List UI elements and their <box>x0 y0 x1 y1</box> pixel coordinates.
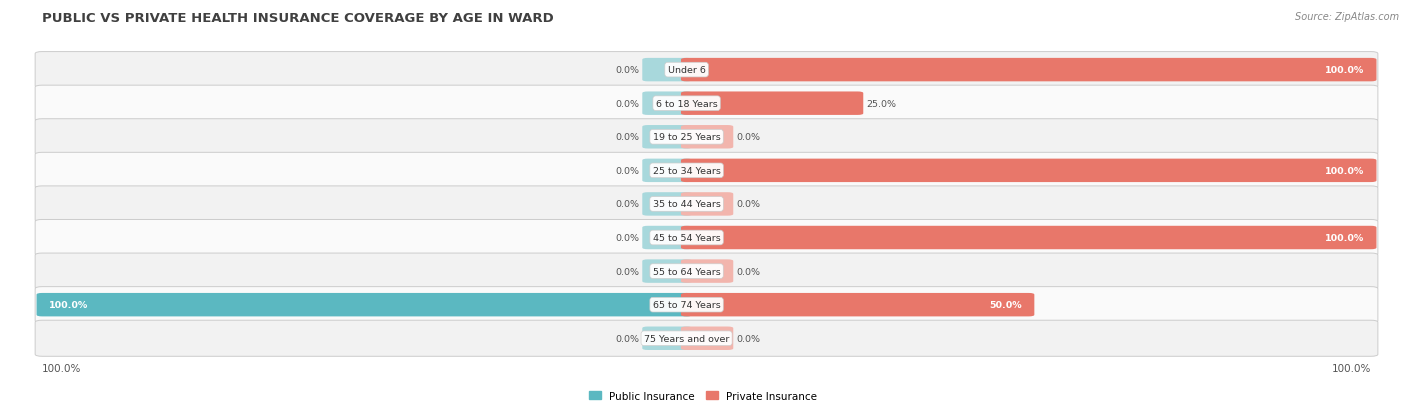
FancyBboxPatch shape <box>37 293 692 317</box>
FancyBboxPatch shape <box>35 86 1378 122</box>
Text: 0.0%: 0.0% <box>616 100 640 109</box>
FancyBboxPatch shape <box>35 52 1378 88</box>
FancyBboxPatch shape <box>35 220 1378 256</box>
FancyBboxPatch shape <box>643 226 692 249</box>
Text: PUBLIC VS PRIVATE HEALTH INSURANCE COVERAGE BY AGE IN WARD: PUBLIC VS PRIVATE HEALTH INSURANCE COVER… <box>42 12 554 25</box>
FancyBboxPatch shape <box>643 193 692 216</box>
Text: 0.0%: 0.0% <box>616 233 640 242</box>
Text: 0.0%: 0.0% <box>616 200 640 209</box>
FancyBboxPatch shape <box>681 226 1376 249</box>
FancyBboxPatch shape <box>35 186 1378 223</box>
Text: 100.0%: 100.0% <box>1324 166 1364 176</box>
FancyBboxPatch shape <box>35 320 1378 356</box>
Text: 25.0%: 25.0% <box>866 100 896 109</box>
Text: 0.0%: 0.0% <box>737 334 761 343</box>
Text: 55 to 64 Years: 55 to 64 Years <box>652 267 720 276</box>
FancyBboxPatch shape <box>35 287 1378 323</box>
Text: 100.0%: 100.0% <box>49 300 89 309</box>
Text: 100.0%: 100.0% <box>42 363 82 373</box>
Text: 0.0%: 0.0% <box>616 133 640 142</box>
FancyBboxPatch shape <box>643 260 692 283</box>
Text: 100.0%: 100.0% <box>1324 66 1364 75</box>
Text: 0.0%: 0.0% <box>616 267 640 276</box>
FancyBboxPatch shape <box>643 327 692 350</box>
Text: 25 to 34 Years: 25 to 34 Years <box>652 166 720 176</box>
FancyBboxPatch shape <box>643 126 692 149</box>
FancyBboxPatch shape <box>681 126 734 149</box>
Text: 65 to 74 Years: 65 to 74 Years <box>652 300 720 309</box>
FancyBboxPatch shape <box>35 254 1378 290</box>
Text: 45 to 54 Years: 45 to 54 Years <box>652 233 720 242</box>
Text: 19 to 25 Years: 19 to 25 Years <box>652 133 720 142</box>
Text: 6 to 18 Years: 6 to 18 Years <box>655 100 717 109</box>
Text: Source: ZipAtlas.com: Source: ZipAtlas.com <box>1295 12 1399 22</box>
FancyBboxPatch shape <box>681 159 1376 183</box>
Text: 0.0%: 0.0% <box>616 166 640 176</box>
Text: 0.0%: 0.0% <box>616 334 640 343</box>
Text: 100.0%: 100.0% <box>1324 233 1364 242</box>
FancyBboxPatch shape <box>35 153 1378 189</box>
FancyBboxPatch shape <box>681 92 863 116</box>
FancyBboxPatch shape <box>681 260 734 283</box>
FancyBboxPatch shape <box>35 119 1378 155</box>
FancyBboxPatch shape <box>643 159 692 183</box>
FancyBboxPatch shape <box>681 59 1376 82</box>
FancyBboxPatch shape <box>643 59 692 82</box>
Text: Under 6: Under 6 <box>668 66 706 75</box>
Text: 100.0%: 100.0% <box>1331 363 1371 373</box>
FancyBboxPatch shape <box>681 327 734 350</box>
Text: 35 to 44 Years: 35 to 44 Years <box>652 200 720 209</box>
Text: 0.0%: 0.0% <box>737 200 761 209</box>
Text: 75 Years and over: 75 Years and over <box>644 334 730 343</box>
Text: 0.0%: 0.0% <box>616 66 640 75</box>
Text: 0.0%: 0.0% <box>737 267 761 276</box>
FancyBboxPatch shape <box>643 92 692 116</box>
Text: 0.0%: 0.0% <box>737 133 761 142</box>
Legend: Public Insurance, Private Insurance: Public Insurance, Private Insurance <box>585 387 821 404</box>
Text: 50.0%: 50.0% <box>988 300 1022 309</box>
FancyBboxPatch shape <box>681 193 734 216</box>
FancyBboxPatch shape <box>681 293 1035 317</box>
